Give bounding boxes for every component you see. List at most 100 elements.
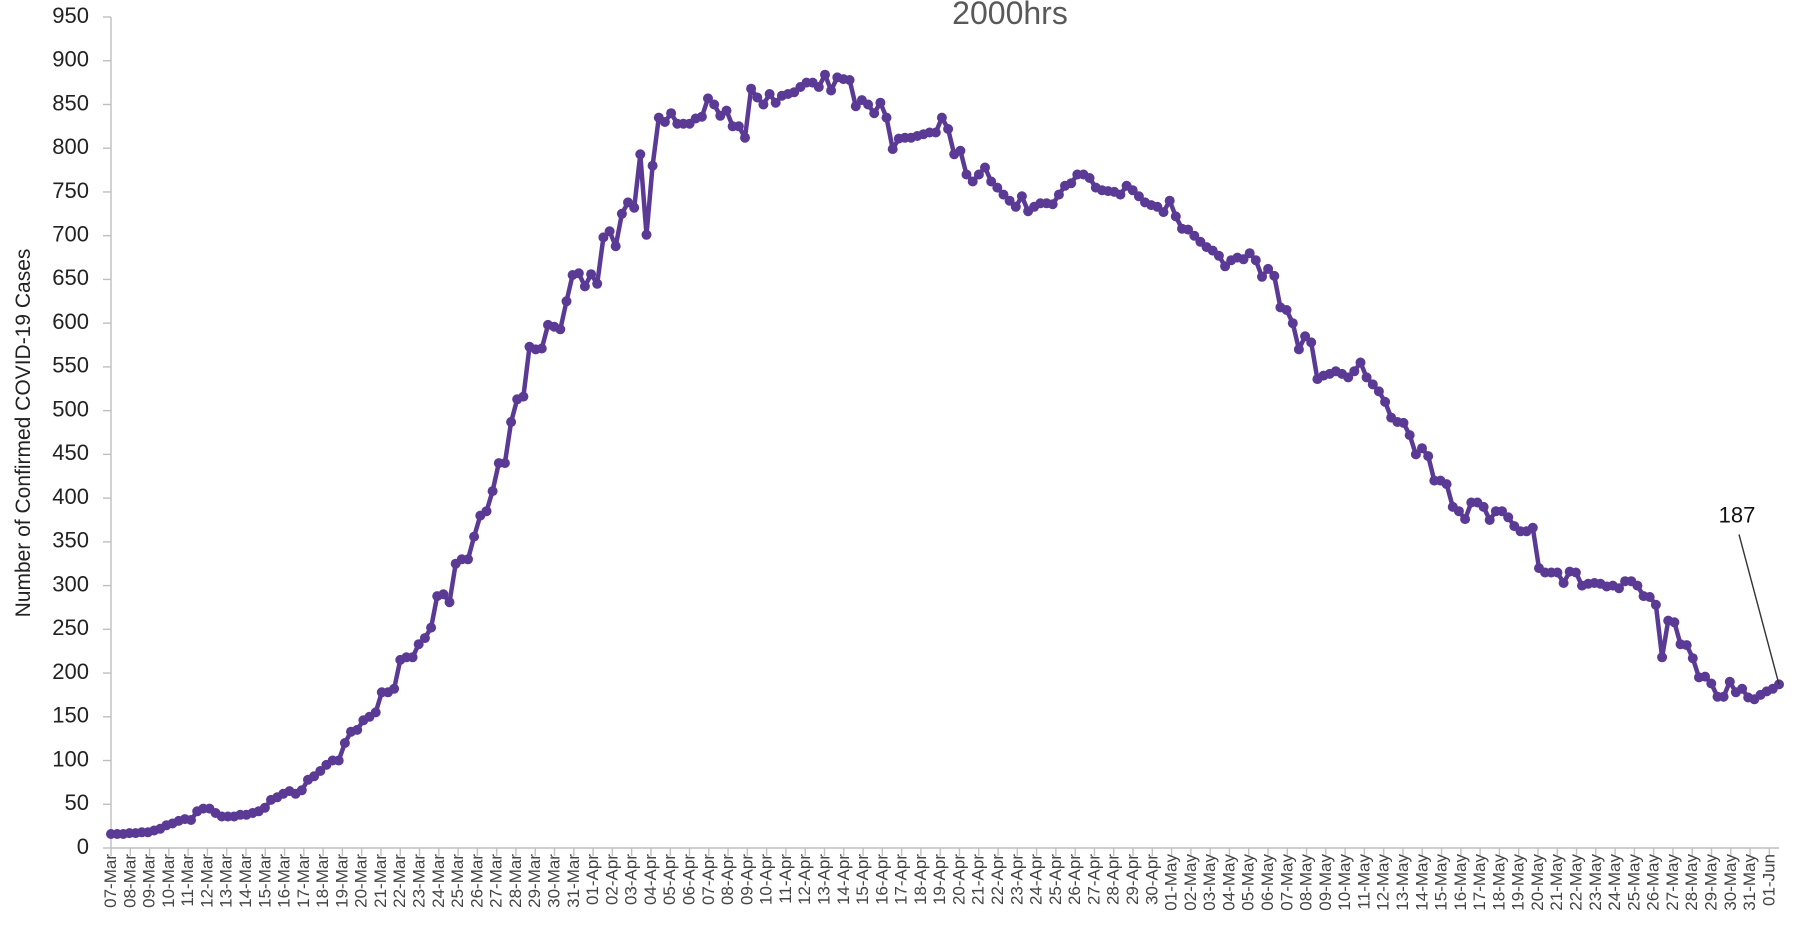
data-point [1478,501,1489,512]
data-point [961,169,972,180]
data-point [1263,263,1274,274]
data-point [696,111,707,122]
x-tick-label: 30-May [1721,854,1740,911]
x-tick-label: 28-Apr [1104,854,1123,905]
data-point [703,93,713,104]
data-point [296,785,307,796]
x-tick-label: 10-Mar [159,854,178,908]
data-point [647,160,658,171]
y-tick-label: 900 [52,47,89,72]
x-tick-label: 13-Apr [814,854,833,905]
data-point [1238,254,1249,265]
data-point [635,149,646,160]
data-point [998,189,1009,200]
data-point [536,343,547,354]
data-point [1441,479,1452,490]
data-point [506,417,517,427]
chart-title: 2000hrs [952,0,1068,31]
x-tick-label: 20-May [1528,854,1547,911]
data-point [561,296,572,307]
x-tick-label: 30-Mar [545,854,564,908]
data-point [973,169,984,180]
data-point [992,182,1003,193]
data-point [844,75,855,85]
data-point [746,83,757,94]
x-tick-label: 29-Mar [525,854,544,908]
x-tick-label: 07-Mar [101,854,120,908]
x-tick-label: 01-Apr [583,854,602,905]
x-tick-label: 18-May [1489,854,1508,911]
data-point [426,622,437,633]
x-tick-label: 15-May [1432,854,1451,911]
x-tick-label: 22-May [1567,854,1586,911]
annotation-layer: 187 [1719,502,1780,685]
data-point [1189,230,1200,241]
x-tick-label: 02-Apr [602,854,621,905]
data-point [1484,515,1495,525]
annotation-leader-line [1738,534,1780,685]
data-point [1681,640,1692,651]
data-point [1718,691,1729,702]
x-tick-label: 11-Apr [776,854,795,904]
y-tick-label: 500 [52,396,89,421]
data-point [1373,386,1384,397]
y-tick-label: 100 [52,746,89,771]
y-tick-label: 50 [65,790,89,815]
data-point [1410,449,1421,460]
x-tick-label: 08-May [1297,854,1316,911]
data-point [629,202,640,213]
x-tick-label: 07-May [1277,854,1296,911]
x-tick-label: 26-May [1644,854,1663,911]
data-point [967,176,978,187]
data-point [1293,344,1304,355]
data-point [943,124,954,134]
x-tick-label: 25-Apr [1046,854,1065,905]
data-point [1614,583,1624,594]
data-point [1558,578,1569,588]
data-point [1016,191,1027,202]
x-tick-label: 01-May [1162,854,1181,911]
y-tick-label: 850 [52,90,89,115]
data-point [1158,207,1169,218]
data-point [315,766,326,776]
data-point [186,815,196,825]
data-point [863,99,874,110]
data-point [610,241,621,252]
x-tick-label: 29-May [1702,854,1721,911]
data-point [1213,250,1224,261]
x-tick-label: 03-May [1200,854,1219,911]
data-point [1367,379,1378,390]
data-point [1300,331,1311,342]
data-point [733,121,744,132]
x-tick-label: 14-Mar [236,854,255,908]
x-tick-label: 17-Mar [294,854,313,908]
data-point [413,639,424,650]
x-tick-label: 07-Apr [699,854,718,905]
data-point [333,755,344,766]
data-point [826,85,837,96]
data-point [1170,211,1181,222]
data-point [499,458,510,469]
x-tick-label: 13-Mar [217,854,236,908]
data-point [1527,522,1538,533]
x-tick-label: 28-Mar [506,854,525,908]
x-tick-label: 11-May [1354,854,1373,910]
data-point [813,82,824,92]
data-point [444,597,455,608]
y-tick-label: 400 [52,484,89,509]
x-tick-label: 10-May [1335,854,1354,911]
x-tick-label: 23-Apr [1007,854,1026,905]
data-point [1398,417,1409,428]
data-point [881,112,892,123]
x-tick-label: 05-Apr [660,854,679,905]
data-point [1183,224,1194,235]
data-point [1127,185,1138,196]
data-point [487,486,498,497]
data-point [930,127,941,138]
x-tick-label: 18-Mar [313,854,332,908]
y-tick-label: 550 [52,353,89,378]
x-tick-label: 19-May [1509,854,1528,911]
x-tick-label: 22-Apr [988,854,1007,905]
data-point [752,92,763,103]
data-point [1047,199,1058,210]
